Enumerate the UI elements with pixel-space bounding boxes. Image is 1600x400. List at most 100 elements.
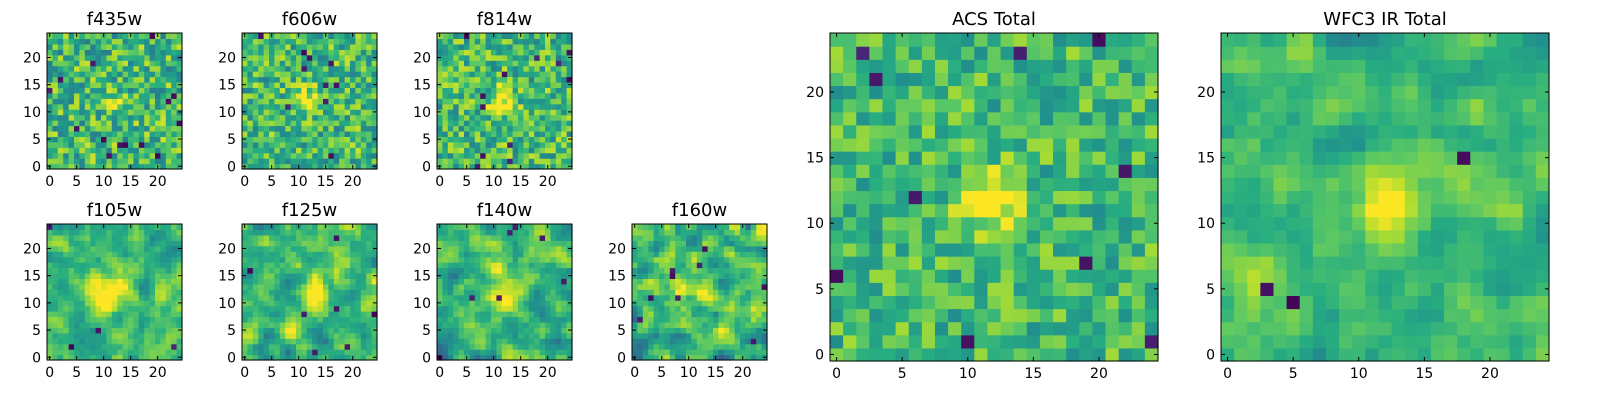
heatmap-cell [344, 147, 351, 154]
heatmap-cell [52, 65, 59, 72]
heatmap-cell [707, 283, 714, 290]
heatmap-cell [138, 147, 145, 154]
heatmap-cell [274, 103, 281, 110]
heatmap-cell [512, 349, 519, 356]
heatmap-cell [263, 49, 270, 56]
heatmap-cell [79, 103, 86, 110]
heatmap-cell [485, 251, 492, 258]
heatmap-cell [350, 343, 356, 350]
heatmap-cell [723, 289, 730, 296]
y-tick-label: 10 [413, 105, 431, 121]
heatmap-cell [258, 278, 265, 285]
heatmap-cell [165, 240, 172, 247]
heatmap-cell [437, 120, 443, 127]
heatmap-cell [566, 332, 573, 339]
heatmap-cell [648, 338, 655, 345]
heatmap-cell [987, 229, 1002, 244]
heatmap-cell [344, 98, 351, 105]
heatmap-cell [269, 120, 275, 127]
heatmap-cell [165, 289, 172, 296]
heatmap-cell [344, 87, 351, 94]
heatmap-cell [160, 92, 167, 99]
heatmap-cell [285, 125, 292, 132]
heatmap-cell [328, 120, 335, 127]
heatmap-cell [74, 141, 80, 148]
heatmap-cell [437, 103, 443, 110]
heatmap-cell [274, 60, 281, 67]
heatmap-cell [328, 158, 335, 165]
heatmap-cell [84, 278, 91, 285]
heatmap-cell [442, 354, 449, 361]
heatmap-cell [648, 272, 655, 279]
heatmap-cell [507, 158, 514, 165]
heatmap-cell [242, 92, 248, 99]
heatmap-cell [111, 158, 118, 165]
heatmap-cell [57, 321, 64, 328]
heatmap-cell [263, 327, 270, 334]
heatmap-cell [545, 54, 551, 61]
heatmap-cell [366, 33, 373, 40]
heatmap-cell [133, 349, 140, 356]
heatmap-cell [57, 38, 64, 45]
heatmap-cell [442, 267, 449, 274]
heatmap-cell [84, 354, 91, 361]
heatmap-cell [57, 158, 64, 165]
heatmap-cell [718, 332, 725, 339]
heatmap-cell [653, 327, 660, 334]
heatmap-cell [561, 130, 568, 137]
heatmap-cell [171, 267, 178, 274]
heatmap-cell [756, 251, 763, 258]
heatmap-cell [339, 278, 346, 285]
heatmap-cell [756, 349, 763, 356]
heatmap-cell [442, 321, 449, 328]
heatmap-cell [290, 87, 297, 94]
heatmap-cell [485, 98, 492, 105]
heatmap-cell [350, 109, 356, 116]
heatmap-cell [464, 54, 470, 61]
heatmap-cell [664, 305, 671, 312]
heatmap-cell [328, 60, 335, 67]
heatmap-cell [285, 136, 292, 143]
heatmap-cell [128, 49, 134, 56]
heatmap-cell [458, 114, 465, 121]
heatmap-cell [1013, 256, 1028, 270]
heatmap-cell [561, 120, 568, 127]
heatmap-cell [176, 158, 183, 165]
heatmap-cell [117, 76, 124, 83]
heatmap-cell [84, 114, 91, 121]
heatmap-cell [106, 136, 113, 143]
heatmap-cell [723, 245, 730, 252]
heatmap-cell [122, 262, 129, 269]
heatmap-cell [696, 262, 703, 269]
heatmap-cell [290, 294, 297, 301]
heatmap-cell [437, 65, 443, 72]
heatmap-cell [323, 120, 329, 127]
heatmap-cell [437, 349, 443, 356]
heatmap-cell [242, 311, 248, 318]
heatmap-cell [133, 327, 140, 334]
heatmap-cell [642, 283, 649, 290]
heatmap-cell [252, 152, 259, 159]
heatmap-cell [734, 300, 741, 307]
heatmap-cell [279, 343, 286, 350]
heatmap-cell [882, 321, 897, 336]
heatmap-cell [274, 349, 281, 356]
heatmap-cell [106, 38, 113, 45]
heatmap-cell [63, 278, 70, 285]
heatmap-cell [111, 321, 118, 328]
heatmap-cell [333, 349, 340, 356]
heatmap-cell [518, 120, 524, 127]
heatmap-cell [122, 349, 129, 356]
heatmap-cell [1079, 203, 1093, 218]
heatmap-cell [360, 120, 367, 127]
heatmap-cell [269, 332, 275, 339]
heatmap-cell [176, 305, 183, 312]
heatmap-cell [534, 338, 541, 345]
heatmap-cell [79, 245, 86, 252]
heatmap-cell [501, 65, 508, 72]
heatmap-cell [750, 354, 757, 361]
heatmap-cell [57, 141, 64, 148]
heatmap-cell [323, 256, 329, 263]
heatmap-cell [637, 224, 644, 231]
heatmap-cell [507, 103, 514, 110]
